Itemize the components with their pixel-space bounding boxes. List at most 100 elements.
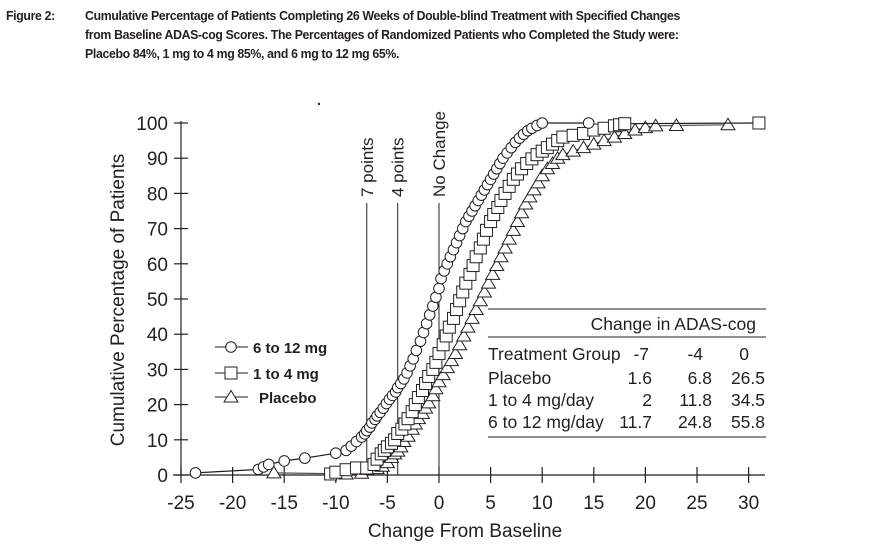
series-circle <box>189 117 595 479</box>
y-tick-label: 40 <box>147 325 168 346</box>
data-point <box>472 293 489 307</box>
data-point <box>265 465 282 479</box>
data-point <box>668 118 685 131</box>
table-cell: 1 to 4 mg/day <box>488 390 594 410</box>
data-point <box>484 266 501 280</box>
data-point <box>517 196 534 210</box>
series-group <box>189 116 766 481</box>
data-point <box>488 258 505 272</box>
caption-text: Cumulative Percentage of Patients Comple… <box>85 6 874 63</box>
data-point <box>428 381 444 395</box>
data-point <box>530 175 546 189</box>
y-tick-label: 60 <box>147 255 168 276</box>
data-point <box>447 346 464 360</box>
table-cell: 26.5 <box>731 368 765 388</box>
caption-line: Placebo 84%, 1 mg to 4 mg 85%, and 6 mg … <box>85 46 400 61</box>
data-point <box>420 395 437 409</box>
y-tick-label: 10 <box>147 431 168 452</box>
data-point <box>618 117 632 131</box>
table-span-header: Change in ADAS-cog <box>591 314 756 334</box>
series-square <box>324 116 766 481</box>
y-tick-label: 80 <box>147 184 168 205</box>
table-header-cell: -4 <box>687 344 703 364</box>
x-tick-label: -25 <box>167 493 194 514</box>
reference-line-label: 4 points <box>389 137 408 197</box>
x-tick-label: 30 <box>738 493 759 514</box>
legend: 6 to 12 mg 1 to 4 mg Placebo <box>215 340 327 407</box>
data-point <box>424 388 441 402</box>
data-point <box>435 367 452 381</box>
reference-lines: 7 points 4 points No Change <box>358 111 449 475</box>
y-tick-label: 20 <box>147 396 168 417</box>
data-point <box>262 458 275 471</box>
data-point <box>720 117 736 131</box>
table-header-cell: Treatment Group <box>488 344 621 364</box>
table-cell: 2 <box>642 390 652 410</box>
y-axis-title: Cumulative Percentage of Patients <box>108 154 129 447</box>
data-point <box>526 182 542 196</box>
x-tick-label: 10 <box>532 493 553 514</box>
data-point <box>468 302 485 316</box>
legend-marker-triangle <box>223 389 239 403</box>
data-point <box>480 275 497 289</box>
data-point <box>752 116 766 130</box>
data-point <box>455 328 472 342</box>
data-point <box>189 467 202 479</box>
data-point <box>439 360 456 374</box>
data-point <box>596 133 613 147</box>
reference-line-label: No Change <box>430 111 449 197</box>
table-cell: 55.8 <box>731 412 765 432</box>
data-point <box>497 240 513 254</box>
data-point <box>443 353 460 367</box>
data-point <box>299 452 311 464</box>
data-point <box>616 126 633 140</box>
data-point <box>501 231 518 245</box>
series-triangle <box>265 117 736 480</box>
x-tick-label: 15 <box>583 493 604 514</box>
y-tick-label: 100 <box>136 114 168 135</box>
legend-label: 1 to 4 mg <box>253 366 319 383</box>
data-point <box>505 222 522 236</box>
y-tick-label: 50 <box>147 290 168 311</box>
y-tick-label: 90 <box>147 149 168 170</box>
y-tick-label: 30 <box>147 360 168 381</box>
data-point <box>330 447 342 459</box>
reference-line-label: 7 points <box>358 137 377 197</box>
data-point <box>493 249 509 263</box>
data-point <box>536 117 549 129</box>
x-tick-label: 25 <box>686 493 707 514</box>
x-tick-label: -10 <box>322 493 349 514</box>
data-point <box>606 129 623 143</box>
data-point <box>582 117 595 129</box>
stray-dot <box>317 102 321 106</box>
data-point <box>509 214 526 228</box>
legend-marker-circle <box>225 341 237 353</box>
data-point <box>464 310 480 324</box>
table-cell: 24.8 <box>678 412 712 432</box>
table-cell: 11.8 <box>679 390 712 410</box>
y-tick-label: 70 <box>147 220 168 241</box>
caption-line: Cumulative Percentage of Patients Comple… <box>85 8 680 23</box>
data-point <box>278 455 291 467</box>
data-point <box>476 284 493 298</box>
data-point <box>647 118 664 132</box>
data-point <box>534 168 551 182</box>
x-tick-label: -20 <box>219 493 246 514</box>
x-tick-label: -15 <box>270 493 297 514</box>
data-point <box>575 140 592 154</box>
legend-label: 6 to 12 mg <box>253 340 327 357</box>
table-cell: Placebo <box>488 368 551 388</box>
table-cell: 1.6 <box>628 368 652 388</box>
y-tick-label: 0 <box>157 466 168 487</box>
data-point <box>433 282 445 295</box>
data-point <box>585 136 602 150</box>
table-cell: 6 to 12 mg/day <box>488 412 604 432</box>
x-tick-label: 20 <box>635 493 656 514</box>
x-tick-label: 5 <box>485 493 496 514</box>
data-point <box>554 147 571 161</box>
data-point <box>513 205 530 219</box>
data-point <box>565 143 582 157</box>
table-cell: 6.8 <box>688 368 712 388</box>
x-axis-title: Change From Baseline <box>368 521 562 542</box>
